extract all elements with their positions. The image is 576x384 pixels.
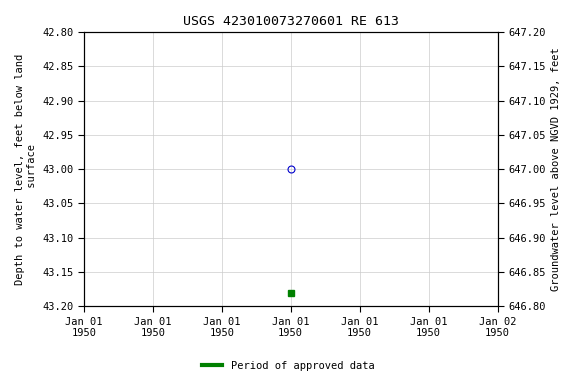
Title: USGS 423010073270601 RE 613: USGS 423010073270601 RE 613 [183, 15, 399, 28]
Y-axis label: Groundwater level above NGVD 1929, feet: Groundwater level above NGVD 1929, feet [551, 47, 561, 291]
Y-axis label: Depth to water level, feet below land
 surface: Depth to water level, feet below land su… [15, 53, 37, 285]
Legend: Period of approved data: Period of approved data [198, 357, 378, 375]
